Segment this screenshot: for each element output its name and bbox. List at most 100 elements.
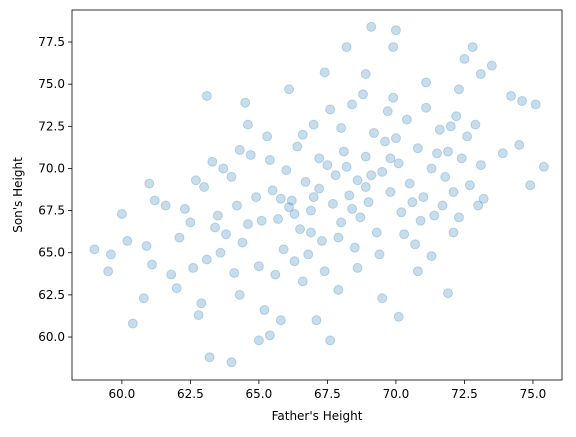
point <box>286 195 297 206</box>
point <box>316 235 327 246</box>
point <box>201 90 212 101</box>
point <box>369 128 380 139</box>
point <box>514 139 525 150</box>
point <box>453 212 464 223</box>
y-tick-label: 65.0 <box>38 246 65 260</box>
point <box>349 242 360 253</box>
point <box>421 102 432 113</box>
point <box>325 335 336 346</box>
point <box>253 335 264 346</box>
point <box>221 229 232 240</box>
point <box>325 104 336 115</box>
point <box>245 149 256 160</box>
point <box>275 193 286 204</box>
point <box>415 215 426 226</box>
point <box>412 143 423 154</box>
x-tick-label: 60.0 <box>109 387 136 401</box>
y-axis-label: Son's Height <box>11 157 25 233</box>
point <box>516 96 527 107</box>
point <box>410 239 421 250</box>
point <box>421 77 432 88</box>
point <box>281 165 292 176</box>
point <box>453 84 464 95</box>
x-tick-label: 72.5 <box>451 387 478 401</box>
point <box>297 276 308 287</box>
point <box>393 158 404 169</box>
point <box>344 190 355 201</box>
point <box>160 200 171 211</box>
point <box>199 181 210 192</box>
point <box>388 42 399 53</box>
point <box>190 175 201 186</box>
point <box>234 144 245 155</box>
point <box>314 153 325 164</box>
point <box>486 60 497 71</box>
point <box>426 251 437 262</box>
point <box>445 121 456 132</box>
point <box>267 185 278 196</box>
point <box>473 200 484 211</box>
point <box>464 180 475 191</box>
point <box>347 203 358 214</box>
point <box>404 178 415 189</box>
point <box>382 106 393 117</box>
point <box>377 166 388 177</box>
point <box>322 160 333 171</box>
x-tick-label: 62.5 <box>177 387 204 401</box>
point <box>242 119 253 130</box>
point <box>210 222 221 233</box>
point <box>226 171 237 182</box>
point <box>360 181 371 192</box>
point <box>434 124 445 135</box>
point <box>284 84 295 95</box>
point <box>89 244 100 255</box>
point <box>352 175 363 186</box>
point <box>251 192 262 203</box>
x-tick-label: 67.5 <box>314 387 341 401</box>
point <box>336 217 347 228</box>
point <box>347 99 358 110</box>
point <box>259 305 270 316</box>
point <box>174 232 185 243</box>
point <box>149 195 160 206</box>
point <box>379 136 390 147</box>
point <box>401 114 412 125</box>
point <box>319 67 330 78</box>
point <box>256 215 267 226</box>
point <box>308 119 319 130</box>
point <box>390 25 401 36</box>
y-tick-label: 62.5 <box>38 288 65 302</box>
point <box>440 171 451 182</box>
point <box>204 352 215 363</box>
point <box>393 311 404 322</box>
point <box>242 219 253 230</box>
point <box>138 293 149 304</box>
point <box>278 244 289 255</box>
point <box>226 357 237 368</box>
point <box>448 187 459 198</box>
point <box>497 148 508 159</box>
point <box>311 315 322 326</box>
point <box>103 266 114 277</box>
point <box>215 247 226 258</box>
y-tick-label: 77.5 <box>38 35 65 49</box>
point <box>193 310 204 321</box>
point <box>333 284 344 295</box>
point <box>442 288 453 299</box>
point <box>475 69 486 80</box>
point <box>432 148 443 159</box>
point <box>470 119 481 130</box>
point <box>336 122 347 133</box>
point <box>530 99 541 110</box>
point <box>355 212 366 223</box>
point <box>264 330 275 341</box>
point <box>456 153 467 164</box>
point <box>426 163 437 174</box>
point <box>429 210 440 221</box>
point <box>437 200 448 211</box>
point <box>305 227 316 238</box>
point <box>407 197 418 208</box>
point <box>105 249 116 260</box>
point <box>399 229 410 240</box>
point <box>478 193 489 204</box>
